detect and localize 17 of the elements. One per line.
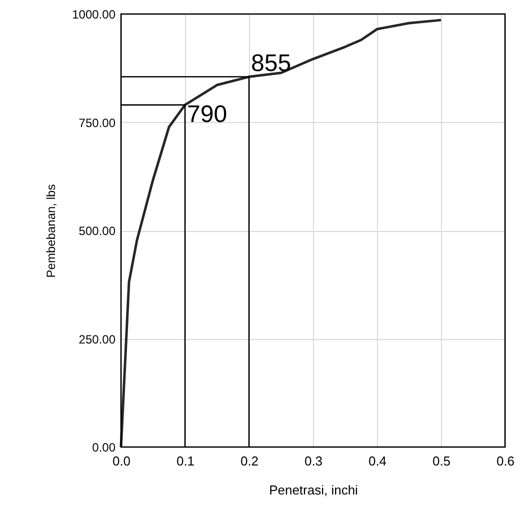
line-series [120, 18, 442, 448]
x-tick-label: 0.0 [112, 454, 131, 468]
x-tick-label: 0.5 [432, 454, 451, 468]
x-tick-label: 0.4 [368, 454, 387, 468]
y-tick-label: 750.00 [78, 116, 116, 130]
x-tick-label: 0.6 [496, 454, 515, 468]
x-tick-label: 0.1 [176, 454, 195, 468]
x-tick-label: 0.2 [240, 454, 259, 468]
y-tick-label: 0.00 [92, 440, 116, 454]
y-tick-label: 1000.00 [72, 8, 116, 22]
y-tick-label: 250.00 [78, 332, 116, 346]
annotation: 855 [251, 50, 292, 77]
y-axis-title: Pembebanan, lbs [44, 184, 58, 278]
x-tick-label: 0.3 [304, 454, 323, 468]
x-axis-title: Penetrasi, inchi [269, 482, 358, 498]
annotation: 790 [187, 100, 228, 128]
y-tick-label: 500.00 [78, 224, 116, 238]
